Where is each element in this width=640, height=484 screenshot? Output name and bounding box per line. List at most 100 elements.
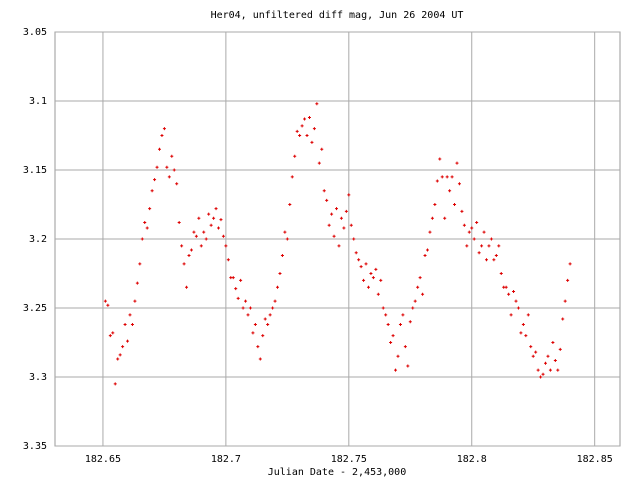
data-point: [453, 203, 457, 206]
data-point: [561, 317, 565, 321]
data-point: [207, 212, 211, 216]
data-point: [126, 339, 130, 343]
data-point: [487, 244, 491, 248]
data-point: [411, 306, 415, 310]
data-point: [364, 262, 368, 266]
data-point: [234, 287, 238, 291]
data-point: [157, 147, 161, 151]
data-point: [413, 299, 417, 303]
data-point: [248, 306, 252, 310]
data-point: [374, 267, 378, 271]
data-point: [293, 154, 297, 158]
data-point: [359, 265, 363, 269]
data-point: [138, 262, 142, 266]
data-point: [325, 198, 329, 202]
data-point: [170, 154, 174, 158]
data-point: [194, 234, 198, 238]
data-point: [300, 124, 304, 128]
data-point: [556, 368, 560, 372]
data-point: [529, 345, 533, 349]
data-point: [263, 317, 267, 321]
data-point: [128, 313, 132, 317]
data-point: [202, 230, 206, 234]
data-point: [484, 258, 488, 262]
data-point: [440, 175, 444, 179]
data-point: [305, 134, 309, 137]
y-tick-label: 3.15: [23, 165, 47, 176]
data-point: [315, 102, 319, 106]
data-point: [224, 244, 228, 248]
data-point: [423, 254, 427, 258]
data-point: [246, 313, 250, 317]
data-point: [241, 306, 245, 310]
data-point: [519, 331, 523, 335]
data-point: [433, 203, 437, 206]
data-point: [509, 313, 513, 317]
data-point: [280, 254, 284, 258]
data-point: [172, 168, 176, 172]
data-point: [217, 226, 221, 230]
y-tick-label: 3.25: [23, 303, 47, 314]
data-point: [386, 323, 390, 327]
data-point: [362, 278, 366, 282]
y-tick-label: 3.05: [23, 27, 47, 38]
data-point: [563, 299, 567, 303]
data-point: [148, 207, 152, 211]
data-point: [379, 278, 383, 282]
data-point: [391, 334, 395, 338]
x-axis-label: Julian Date - 2,453,000: [268, 467, 406, 478]
data-point: [256, 345, 260, 349]
data-point: [185, 285, 189, 289]
data-point: [182, 262, 186, 266]
data-point: [165, 165, 169, 169]
data-point: [236, 296, 240, 300]
data-point: [548, 368, 552, 372]
data-point: [457, 182, 461, 186]
data-point: [219, 218, 223, 222]
data-point: [352, 237, 356, 241]
data-point: [516, 306, 520, 310]
data-point: [465, 244, 469, 248]
data-point: [507, 292, 511, 296]
data-point: [536, 368, 540, 372]
x-tick-label: 182.65: [85, 454, 121, 465]
data-point: [108, 334, 112, 338]
data-point: [214, 207, 218, 211]
data-point: [470, 226, 474, 230]
data-point: [307, 116, 311, 120]
data-point: [197, 216, 201, 220]
data-point: [428, 230, 432, 234]
y-tick-label: 3.2: [29, 234, 47, 245]
data-point: [285, 237, 289, 241]
data-point: [111, 331, 115, 335]
data-point: [482, 230, 486, 234]
data-point: [435, 179, 439, 183]
data-point: [344, 209, 348, 213]
x-tick-label: 182.7: [211, 454, 241, 465]
data-point: [303, 117, 307, 121]
data-point: [492, 258, 496, 262]
data-point: [187, 254, 191, 258]
data-point: [298, 134, 302, 137]
data-point: [320, 147, 324, 151]
data-point: [494, 254, 498, 258]
data-point: [103, 299, 107, 303]
data-point: [384, 313, 388, 317]
data-point: [347, 193, 351, 197]
data-point: [425, 248, 429, 252]
data-point: [531, 354, 535, 358]
data-point: [403, 345, 407, 349]
data-point: [339, 216, 343, 220]
data-point: [162, 127, 166, 131]
y-tick-label: 3.3: [29, 372, 47, 383]
data-point: [551, 341, 555, 344]
data-point: [553, 358, 557, 362]
data-point: [290, 175, 294, 179]
data-point: [357, 258, 361, 262]
data-point: [349, 223, 353, 227]
data-point: [489, 237, 493, 241]
data-point: [268, 313, 272, 317]
data-point: [524, 334, 528, 338]
data-point: [396, 354, 400, 358]
data-point: [337, 244, 341, 248]
